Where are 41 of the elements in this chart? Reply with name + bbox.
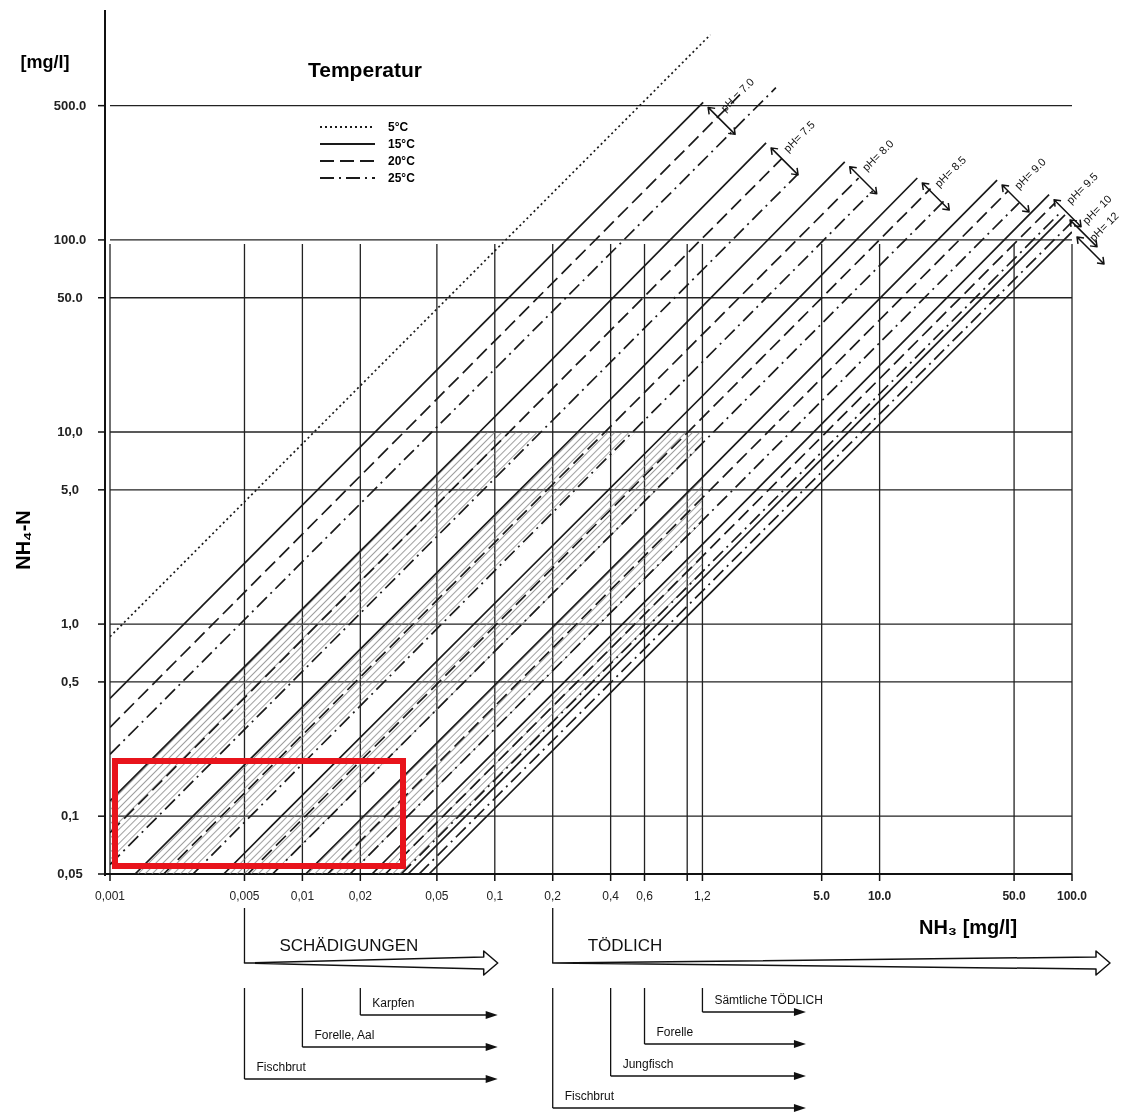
y-axis-title: NH₄-N xyxy=(12,510,34,570)
y-tick-label: 5,0 xyxy=(60,481,80,497)
x-tick-label: 0,05 xyxy=(425,889,449,903)
legend-label: 25°C xyxy=(388,171,416,185)
x-tick-label: 0,001 xyxy=(94,889,126,903)
legend-label: 20°C xyxy=(388,154,416,168)
y-tick-label: 1,0 xyxy=(60,616,80,632)
x-tick-label: 0,02 xyxy=(348,889,373,903)
y-tick-label: 0,1 xyxy=(60,808,80,824)
x-tick-label: 100.0 xyxy=(1056,889,1088,903)
ref-line-label: Forelle, Aal xyxy=(314,1028,375,1042)
x-tick-label: 0,005 xyxy=(229,889,260,903)
x-tick-label: 0,01 xyxy=(290,889,315,903)
ref-line-label: Karpfen xyxy=(372,996,415,1010)
x-tick-label: 0,1 xyxy=(486,889,504,903)
ref-line-label: Jungfisch xyxy=(622,1057,674,1071)
x-tick-label: 0,4 xyxy=(602,889,620,903)
ref-line-label: Sämtliche TÖDLICH xyxy=(714,993,823,1007)
text: [mg/l] xyxy=(20,52,70,72)
x-axis-title: NH₃ [mg/l] xyxy=(918,916,1018,938)
x-tick-label: 10.0 xyxy=(867,889,892,903)
y-tick-label: 0,05 xyxy=(57,866,83,881)
y-tick-label: 50.0 xyxy=(57,289,83,305)
text: SCHÄDIGUNGEN xyxy=(279,936,419,955)
annotation: pH = 7.0 xyxy=(718,75,757,114)
x-tick-label: 5.0 xyxy=(813,889,831,903)
legend-label: 5°C xyxy=(388,120,409,134)
ref-line-label: Fischbrut xyxy=(256,1060,307,1074)
y-tick-label: 10,0 xyxy=(57,424,83,439)
text: TÖDLICH xyxy=(587,936,663,955)
x-tick-label: 0,6 xyxy=(636,889,654,903)
x-tick-label: 0,2 xyxy=(544,889,562,903)
legend-label: 15°C xyxy=(388,137,416,151)
ref-line-label: Fischbrut xyxy=(564,1089,615,1103)
x-tick-label: 50.0 xyxy=(1002,889,1027,903)
y-tick-label: 500.0 xyxy=(53,97,87,113)
y-tick-label: 0,5 xyxy=(60,673,80,689)
x-tick-label: 1,2 xyxy=(694,889,712,903)
y-tick-label: 100.0 xyxy=(53,231,87,247)
ref-line-label: Forelle xyxy=(656,1025,694,1039)
legend-title: Temperatur xyxy=(308,58,422,81)
